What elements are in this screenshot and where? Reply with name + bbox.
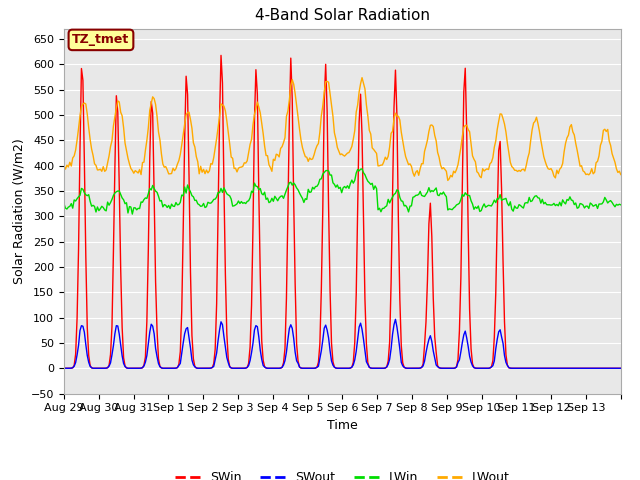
LWin	[616, 201, 623, 207]
Line: SWout: SWout	[64, 319, 621, 368]
Legend: SWin, SWout, LWin, LWout: SWin, SWout, LWin, LWout	[170, 467, 515, 480]
LWout	[460, 124, 468, 130]
LWin	[79, 186, 87, 192]
SWin	[60, 365, 68, 371]
LWout	[444, 178, 452, 183]
SWin	[79, 77, 87, 83]
SWout	[346, 365, 354, 371]
LWin	[617, 202, 625, 208]
LWout	[79, 101, 87, 107]
LWin	[358, 166, 366, 172]
LWout	[617, 172, 625, 178]
LWin	[60, 201, 68, 207]
LWin	[460, 193, 468, 199]
SWout	[617, 365, 625, 371]
SWin	[97, 365, 104, 371]
LWout	[346, 147, 354, 153]
Y-axis label: Solar Radiation (W/m2): Solar Radiation (W/m2)	[12, 138, 26, 284]
LWout	[616, 168, 623, 174]
LWout	[60, 163, 68, 169]
Line: LWout: LWout	[64, 78, 621, 180]
SWin	[614, 365, 621, 371]
LWin	[97, 206, 104, 212]
SWin	[217, 52, 225, 58]
LWout	[358, 75, 366, 81]
SWout	[97, 365, 104, 371]
Title: 4-Band Solar Radiation: 4-Band Solar Radiation	[255, 9, 430, 24]
SWout	[79, 324, 87, 329]
SWout	[392, 316, 399, 322]
LWout	[97, 167, 104, 172]
LWin	[543, 202, 550, 207]
X-axis label: Time: Time	[327, 419, 358, 432]
SWout	[541, 365, 549, 371]
SWout	[614, 365, 621, 371]
Line: LWin: LWin	[64, 169, 621, 214]
LWout	[543, 163, 550, 168]
SWin	[541, 365, 549, 371]
SWin	[458, 185, 466, 191]
SWout	[60, 365, 68, 371]
SWin	[617, 365, 625, 371]
LWin	[129, 211, 136, 217]
Line: SWin: SWin	[64, 55, 621, 368]
LWin	[348, 177, 356, 183]
Text: TZ_tmet: TZ_tmet	[72, 34, 130, 47]
SWin	[348, 364, 356, 370]
SWout	[458, 339, 466, 345]
